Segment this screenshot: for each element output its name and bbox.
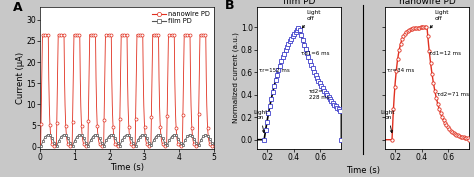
Y-axis label: Current (μA): Current (μA) [16, 52, 25, 104]
X-axis label: Time (s): Time (s) [110, 163, 144, 172]
Text: Light
on: Light on [381, 110, 395, 133]
Text: Light
off: Light off [302, 10, 321, 28]
Text: τd1=6 ms: τd1=6 ms [301, 51, 329, 56]
Legend: nanowire PD, film PD: nanowire PD, film PD [152, 10, 210, 25]
Text: τd1=12 ms: τd1=12 ms [429, 51, 461, 56]
Text: τd2=71 ms: τd2=71 ms [437, 92, 469, 97]
Title: nanowire PD: nanowire PD [399, 0, 456, 6]
Text: B: B [225, 0, 234, 12]
Text: Time (s): Time (s) [346, 166, 380, 175]
Text: τr=152 ms: τr=152 ms [259, 67, 290, 73]
Text: Light
on: Light on [253, 110, 267, 133]
Text: τd2=
228 ms: τd2= 228 ms [309, 89, 330, 100]
Text: A: A [13, 1, 22, 14]
Text: τr=34 ms: τr=34 ms [387, 67, 414, 73]
Y-axis label: Normalized current (a.u.): Normalized current (a.u.) [233, 32, 239, 123]
Title: film PD: film PD [283, 0, 315, 6]
Text: Light
off: Light off [430, 10, 449, 28]
